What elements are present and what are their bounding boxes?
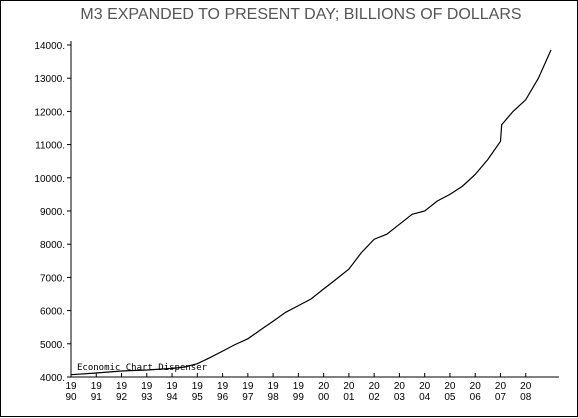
x-tick-label-year: 97 [242,392,254,403]
x-axis: 1990199119921993199419951996199719981999… [65,373,559,403]
y-tick-label: 9000. [40,207,65,218]
y-tick-label: 6000. [40,307,65,318]
x-tick-label-century: 20 [520,381,532,392]
x-tick-label-year: 91 [91,392,103,403]
x-tick-label-year: 07 [495,392,507,403]
y-axis: 4000. 5000. 6000. 7000. 8000. 9000. 10000. 1100… [34,41,72,384]
x-tick-label-century: 19 [192,381,204,392]
y-tick-label: 14000. [34,41,65,52]
x-tick-label-century: 19 [293,381,305,392]
x-tick-label-century: 20 [369,381,381,392]
x-tick-label-century: 20 [318,381,330,392]
x-tick-label-year: 98 [268,392,280,403]
x-tick-label-century: 19 [217,381,229,392]
x-tick-label-century: 19 [116,381,128,392]
y-tick-label: 5000. [40,340,65,351]
y-tick-label: 8000. [40,240,65,251]
y-tick-label: 13000. [34,74,65,85]
x-tick-label-year: 93 [141,392,153,403]
y-tick-label: 11000. [35,141,65,152]
series-lines [70,49,552,376]
x-tick-label-year: 92 [116,392,128,403]
y-tick-label: 4000. [40,373,65,384]
y-tick-label: 12000. [34,107,65,118]
series-line [70,49,552,376]
x-tick-label-year: 04 [419,392,431,403]
x-tick-label-year: 00 [318,392,330,403]
x-tick-label-year: 05 [444,392,456,403]
x-tick-label-year: 03 [394,392,406,403]
y-tick-label: 10000. [34,174,65,185]
x-tick-label-century: 20 [394,381,406,392]
x-tick-label-year: 95 [192,392,204,403]
x-tick-label-year: 94 [166,392,178,403]
x-tick-label-year: 96 [217,392,229,403]
x-tick-label-century: 20 [495,381,507,392]
y-tick-label: 7000. [40,273,65,284]
x-tick-label-century: 19 [166,381,178,392]
x-tick-label-year: 99 [293,392,305,403]
x-tick-label-century: 19 [268,381,280,392]
x-tick-label-year: 90 [65,392,77,403]
x-tick-label-century: 20 [419,381,431,392]
x-tick-label-century: 19 [65,381,77,392]
chart-credit: Economic Chart Dispenser [77,363,208,373]
x-tick-label-year: 08 [520,392,532,403]
x-tick-label-century: 20 [444,381,456,392]
x-tick-label-year: 06 [470,392,482,403]
x-tick-label-year: 02 [369,392,381,403]
x-tick-label-year: 01 [343,392,355,403]
chart-title: M3 EXPANDED TO PRESENT DAY; BILLIONS OF … [80,6,521,23]
x-tick-label-century: 20 [343,381,355,392]
x-tick-label-century: 19 [141,381,153,392]
x-tick-label-century: 20 [470,381,482,392]
x-tick-label-century: 19 [242,381,254,392]
x-tick-label-century: 19 [91,381,103,392]
